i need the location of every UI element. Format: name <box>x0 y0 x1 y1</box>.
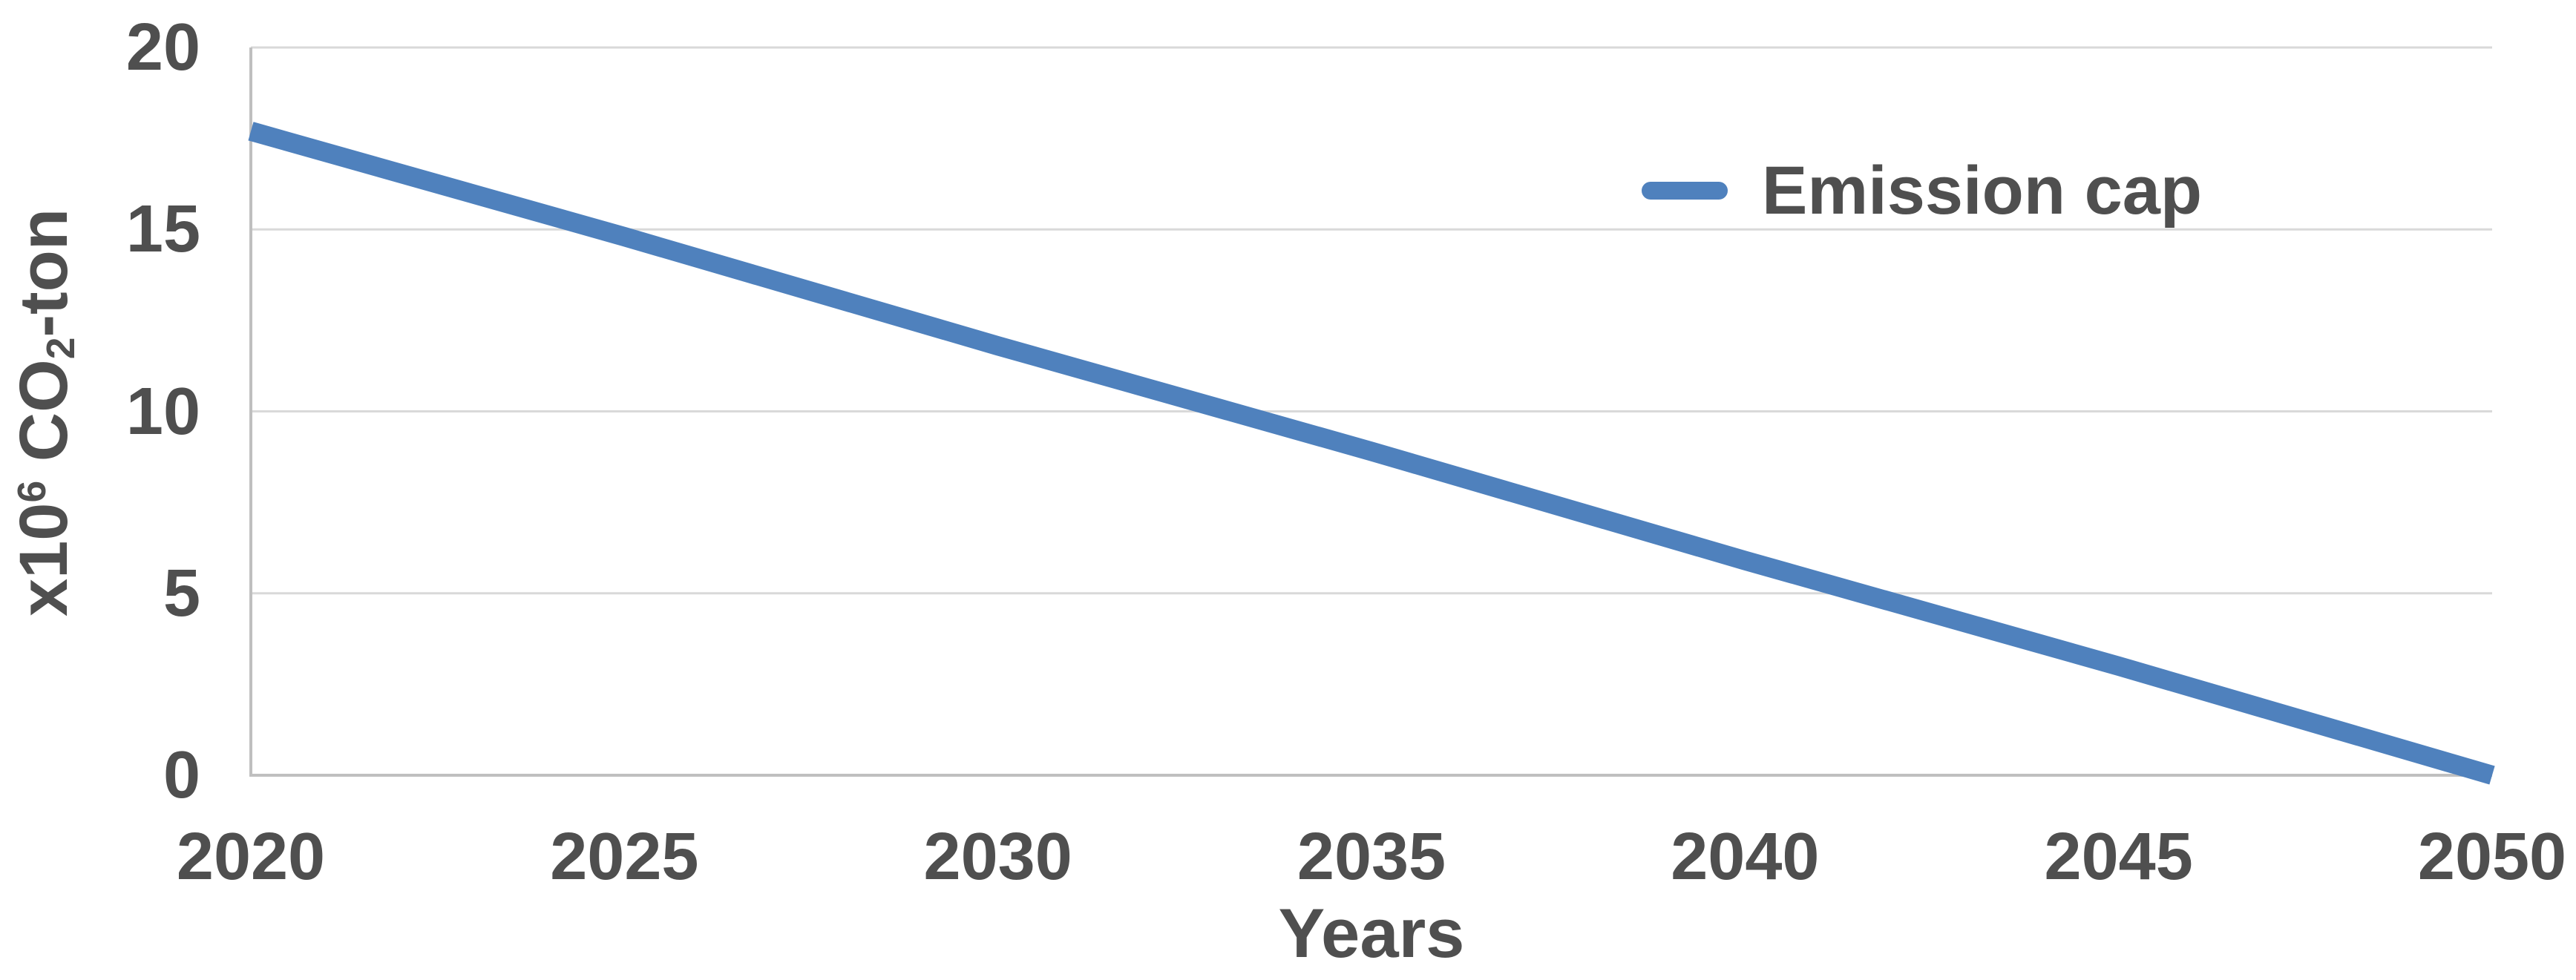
y-axis-title-prefix: x10 <box>6 502 82 617</box>
y-tick-label: 20 <box>125 10 200 85</box>
y-axis-title: x106 CO2-ton <box>6 208 91 617</box>
x-tick-label: 2025 <box>550 820 699 894</box>
y-axis-title-suffix: -ton <box>6 208 82 338</box>
x-tick-label: 2050 <box>2417 820 2567 894</box>
legend-label: Emission cap <box>1762 153 2203 228</box>
y-axis-title-subscript: 2 <box>39 337 83 360</box>
legend: Emission cap <box>1642 150 2202 231</box>
legend-line-marker-icon <box>1642 182 1728 200</box>
y-tick-label: 5 <box>163 556 200 631</box>
y-tick-label: 0 <box>163 738 200 812</box>
y-tick-label: 10 <box>125 374 200 449</box>
emission-cap-line <box>248 122 2495 785</box>
y-axis-title-superscript: 6 <box>10 480 54 503</box>
x-tick-label: 2040 <box>1671 820 1820 894</box>
y-tick-label: 15 <box>125 192 200 267</box>
x-tick-label: 2020 <box>176 820 326 894</box>
x-tick-label: 2045 <box>2044 820 2193 894</box>
x-tick-label: 2035 <box>1297 820 1446 894</box>
y-axis-title-mid: CO <box>6 359 82 481</box>
x-axis-title: Years <box>1278 894 1465 972</box>
x-tick-label: 2030 <box>923 820 1072 894</box>
